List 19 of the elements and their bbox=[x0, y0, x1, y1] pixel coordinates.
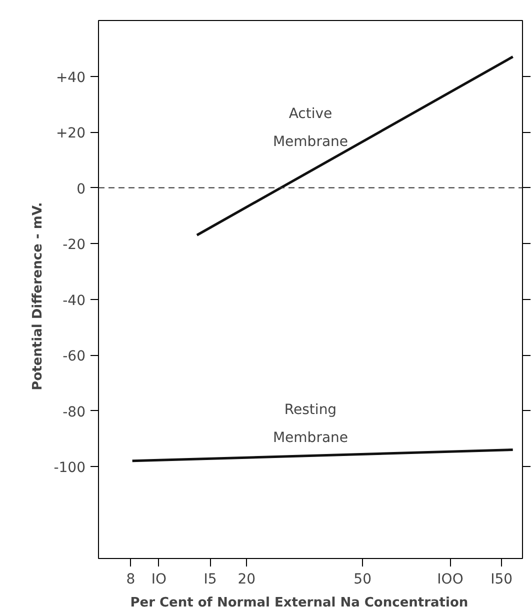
y-tick-label: -40 bbox=[62, 292, 86, 309]
y-tick-label: -80 bbox=[62, 404, 86, 420]
y-tick-label: 0 bbox=[76, 181, 86, 198]
annotation: Resting Membrane bbox=[272, 402, 348, 446]
x-tick-label: IOO bbox=[437, 572, 464, 588]
x-tick-label: 8 bbox=[126, 572, 136, 588]
y-tick-label: -60 bbox=[62, 348, 86, 365]
y-tick-label: -100 bbox=[54, 460, 86, 476]
annotation: Active Membrane bbox=[272, 106, 348, 150]
x-tick-label: 50 bbox=[354, 572, 372, 588]
x-tick-label: I5 bbox=[204, 572, 217, 588]
y-tick-label: +40 bbox=[56, 70, 86, 86]
y-axis-title: Potential Difference - mV. bbox=[30, 202, 46, 390]
x-tick-label: IO bbox=[151, 572, 167, 588]
x-tick-label: 20 bbox=[238, 572, 256, 588]
y-tick-label: -20 bbox=[62, 237, 86, 254]
x-axis-title: Per Cent of Normal External Na Concentration bbox=[130, 596, 468, 610]
y-tick-label: +20 bbox=[56, 126, 86, 142]
x-tick-label: I50 bbox=[490, 572, 513, 588]
